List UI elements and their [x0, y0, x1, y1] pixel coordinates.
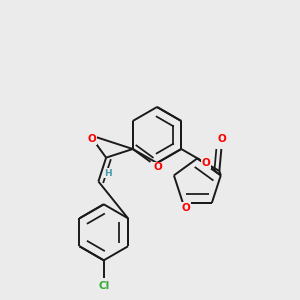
Text: O: O: [154, 162, 162, 172]
Text: Cl: Cl: [98, 281, 110, 291]
Text: O: O: [182, 203, 190, 213]
Text: O: O: [87, 134, 96, 144]
Text: H: H: [105, 169, 112, 178]
Text: O: O: [202, 158, 211, 169]
Text: O: O: [218, 134, 227, 144]
